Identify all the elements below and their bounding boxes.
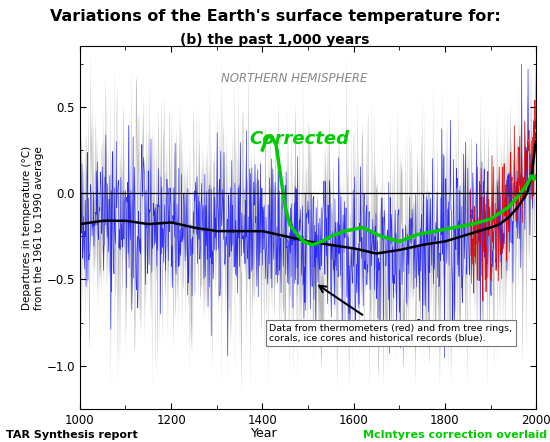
Text: Data from thermometers (red) and from tree rings,
corals, ice cores and historic: Data from thermometers (red) and from tr… bbox=[269, 324, 512, 343]
Text: (b) the past 1,000 years: (b) the past 1,000 years bbox=[180, 33, 370, 47]
Text: Corrected: Corrected bbox=[249, 130, 349, 148]
Text: TAR Synthesis report: TAR Synthesis report bbox=[6, 430, 138, 440]
Text: McIntyres correction overlaid: McIntyres correction overlaid bbox=[363, 430, 547, 440]
Text: NORTHERN HEMISPHERE: NORTHERN HEMISPHERE bbox=[221, 72, 367, 85]
Text: Variations of the Earth's surface temperature for:: Variations of the Earth's surface temper… bbox=[50, 9, 501, 24]
Y-axis label: Departures in temperature (°C)
from the 1961 to 1990 average: Departures in temperature (°C) from the … bbox=[22, 145, 43, 310]
Text: Mann et al: Mann et al bbox=[319, 286, 421, 333]
Text: Year: Year bbox=[251, 427, 277, 440]
